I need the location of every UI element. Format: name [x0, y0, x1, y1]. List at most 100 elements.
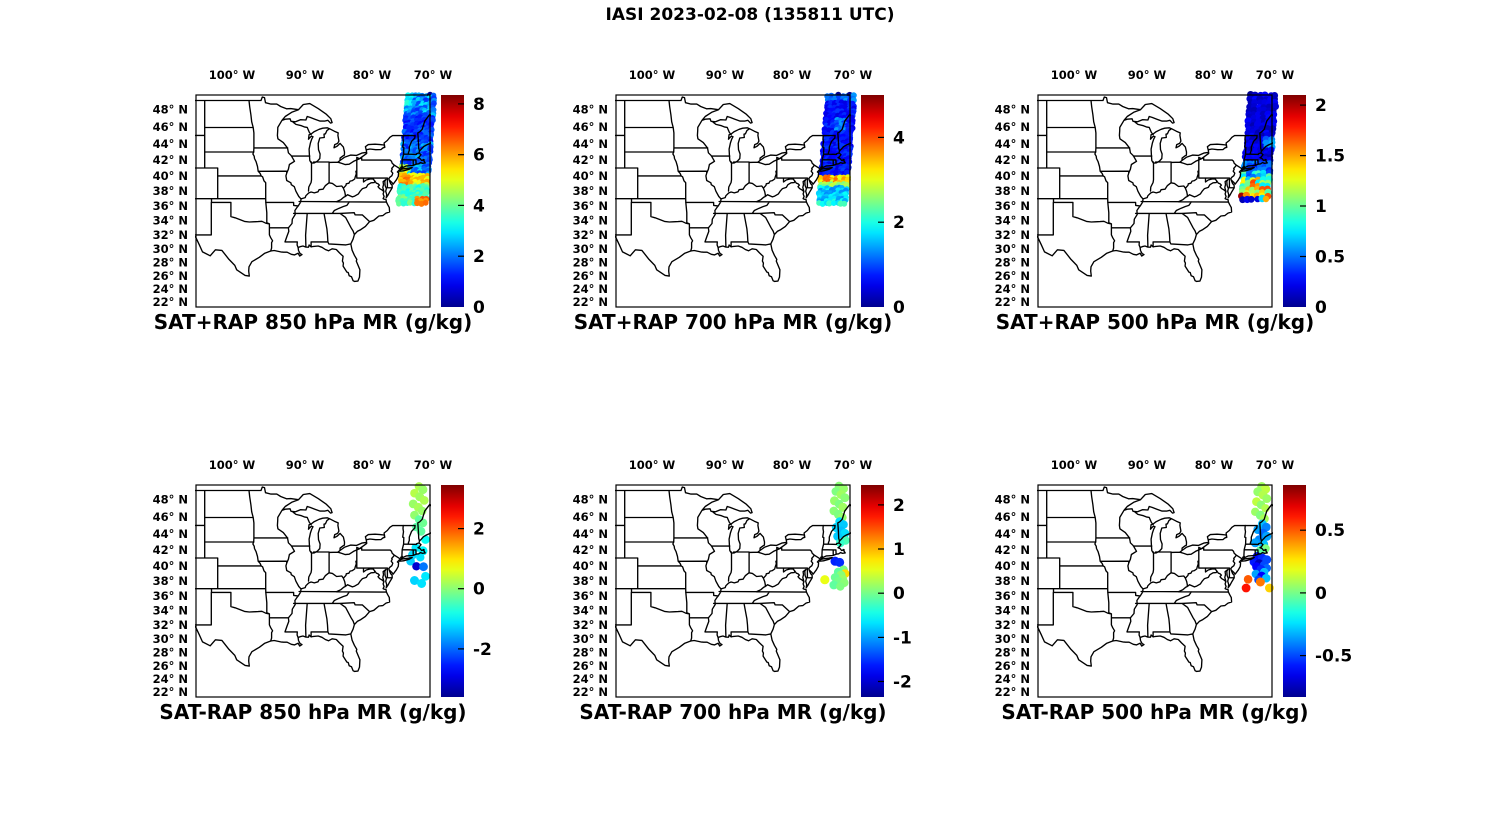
lat-tick-label: 34° N	[153, 604, 188, 618]
lat-tick-label: 36° N	[573, 589, 608, 603]
lat-tick-label: 42° N	[995, 153, 1030, 167]
lon-tick-label: 70° W	[1256, 68, 1295, 82]
lat-tick-label: 28° N	[153, 645, 188, 659]
panel-title: SAT-RAP 500 hPa MR (g/kg)	[1001, 700, 1309, 724]
lat-tick-label: 22° N	[995, 295, 1030, 309]
colorbar	[441, 95, 464, 307]
lon-tick-label: 90° W	[1128, 68, 1167, 82]
lat-tick-label: 40° N	[153, 559, 188, 573]
lat-tick-label: 42° N	[153, 543, 188, 557]
lat-tick-label: 24° N	[573, 282, 608, 296]
colorbar-tick-label: 0	[473, 298, 485, 318]
lat-tick-label: 24° N	[153, 672, 188, 686]
lat-tick-label: 28° N	[995, 255, 1030, 269]
colorbar-tick-label: 2	[473, 520, 485, 540]
scatter-swath	[815, 91, 857, 207]
lon-tick-label: 90° W	[706, 458, 745, 472]
colorbar	[861, 95, 884, 307]
map-plot-sat-minus-rap-850: 48° N 46° N 44° N 42° N 40° N 38° N 36° N 34° N…	[136, 445, 516, 711]
panel-sat-plus-rap-500: 48° N 46° N 44° N 42° N 40° N 38° N 36° N 34° N…	[978, 55, 1358, 355]
colorbar-tick-label: 2	[1315, 96, 1327, 116]
map-plot-sat-minus-rap-700: 48° N 46° N 44° N 42° N 40° N 38° N 36° N 34° N…	[556, 445, 936, 711]
lat-tick-label: 48° N	[573, 493, 608, 507]
lat-tick-label: 28° N	[573, 645, 608, 659]
colorbar-tick-label: 4	[893, 128, 905, 148]
lat-tick-label: 46° N	[995, 120, 1030, 134]
lon-tick-label: 70° W	[834, 458, 873, 472]
lat-tick-label: 46° N	[573, 510, 608, 524]
lat-tick-label: 30° N	[995, 632, 1030, 646]
panel-title: SAT+RAP 700 hPa MR (g/kg)	[573, 310, 893, 334]
colorbar-tick-label: -0.5	[1315, 647, 1352, 667]
lat-tick-label: 40° N	[573, 559, 608, 573]
lat-tick-label: 30° N	[573, 242, 608, 256]
lon-tick-label: 80° W	[1195, 68, 1234, 82]
lat-tick-label: 24° N	[153, 282, 188, 296]
lat-tick-label: 32° N	[153, 618, 188, 632]
map-frame	[1037, 484, 1273, 698]
lat-tick-label: 28° N	[573, 255, 608, 269]
panel-sat-minus-rap-850: 48° N 46° N 44° N 42° N 40° N 38° N 36° N 34° N…	[136, 445, 516, 745]
lon-tick-label: 100° W	[629, 458, 676, 472]
lat-tick-label: 40° N	[995, 169, 1030, 183]
map-plot-sat-minus-rap-500: 48° N 46° N 44° N 42° N 40° N 38° N 36° N 34° N…	[978, 445, 1358, 711]
colorbar-tick-label: -2	[893, 673, 912, 693]
lon-tick-label: 90° W	[286, 458, 325, 472]
lat-tick-label: 24° N	[995, 672, 1030, 686]
lon-tick-label: 70° W	[414, 458, 453, 472]
lat-tick-label: 44° N	[995, 137, 1030, 151]
lat-tick-label: 36° N	[153, 589, 188, 603]
lat-tick-label: 22° N	[573, 685, 608, 699]
panel-sat-minus-rap-700: 48° N 46° N 44° N 42° N 40° N 38° N 36° N 34° N…	[556, 445, 936, 745]
lat-tick-label: 46° N	[573, 120, 608, 134]
lat-tick-label: 40° N	[995, 559, 1030, 573]
lat-tick-label: 26° N	[573, 269, 608, 283]
lon-tick-label: 90° W	[706, 68, 745, 82]
lat-tick-label: 42° N	[153, 153, 188, 167]
scatter-swath	[820, 481, 850, 591]
colorbar-tick-label: 1	[893, 540, 905, 560]
map-plot-sat-plus-rap-700: 48° N 46° N 44° N 42° N 40° N 38° N 36° N 34° N…	[556, 55, 936, 321]
lat-tick-label: 32° N	[995, 228, 1030, 242]
lat-tick-label: 48° N	[573, 103, 608, 117]
lat-tick-label: 26° N	[153, 269, 188, 283]
map-frame	[195, 484, 431, 698]
lat-tick-label: 28° N	[153, 255, 188, 269]
plot-svg-sat-minus-rap-700: 48° N 46° N 44° N 42° N 40° N38° N36° N34° N…	[573, 458, 912, 699]
lat-tick-label: 38° N	[995, 184, 1030, 198]
lat-tick-label: 38° N	[153, 574, 188, 588]
lon-tick-label: 80° W	[773, 68, 812, 82]
lon-tick-label: 70° W	[1256, 458, 1295, 472]
plot-svg-sat-plus-rap-700: 48° N 46° N 44° N 42° N 40° N38° N36° N34° N…	[573, 68, 905, 318]
lat-tick-label: 22° N	[995, 685, 1030, 699]
lat-tick-label: 42° N	[573, 153, 608, 167]
colorbar	[861, 485, 884, 697]
map-frame	[615, 94, 851, 308]
colorbar-tick-label: 1	[1315, 197, 1327, 217]
colorbar-tick-label: 4	[473, 196, 485, 216]
figure-title: IASI 2023-02-08 (135811 UTC)	[605, 5, 895, 25]
lat-tick-label: 36° N	[573, 199, 608, 213]
map-frame	[195, 94, 431, 308]
lon-tick-label: 100° W	[209, 458, 256, 472]
lat-tick-label: 44° N	[153, 137, 188, 151]
lat-tick-label: 30° N	[153, 632, 188, 646]
lat-tick-label: 32° N	[153, 228, 188, 242]
lon-tick-label: 80° W	[1195, 458, 1234, 472]
colorbar-tick-label: 0	[893, 584, 905, 604]
lat-tick-label: 34° N	[573, 214, 608, 228]
panel-title: SAT+RAP 500 hPa MR (g/kg)	[995, 310, 1315, 334]
lat-tick-label: 48° N	[995, 493, 1030, 507]
lon-tick-label: 100° W	[1051, 458, 1098, 472]
lat-tick-label: 26° N	[573, 659, 608, 673]
lat-tick-label: 32° N	[573, 228, 608, 242]
lat-tick-label: 30° N	[153, 242, 188, 256]
lat-tick-label: 46° N	[153, 510, 188, 524]
lat-tick-label: 34° N	[995, 214, 1030, 228]
map-frame	[1037, 94, 1273, 308]
panel-sat-plus-rap-700: 48° N 46° N 44° N 42° N 40° N 38° N 36° N 34° N…	[556, 55, 936, 355]
lon-tick-label: 80° W	[353, 68, 392, 82]
lon-tick-label: 70° W	[834, 68, 873, 82]
colorbar	[1283, 485, 1306, 697]
lat-tick-label: 22° N	[573, 295, 608, 309]
